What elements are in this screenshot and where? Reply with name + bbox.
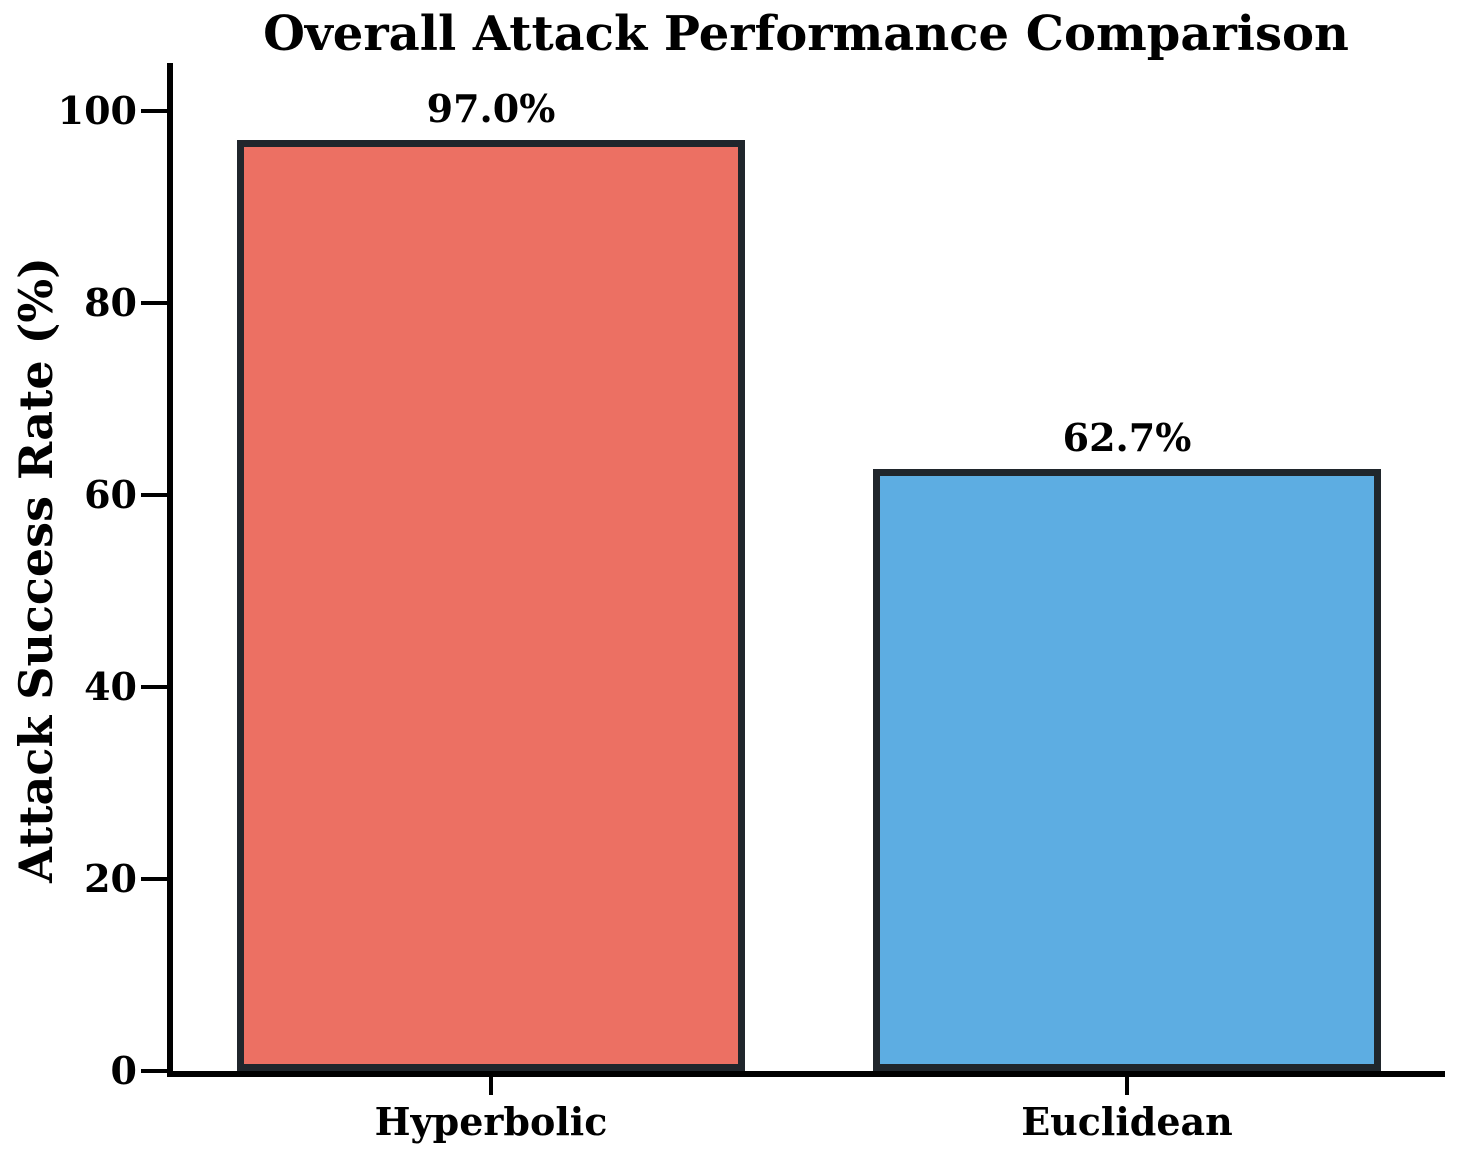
y-tick-mark	[141, 109, 167, 113]
y-tick-label: 100	[57, 88, 137, 133]
y-tick-label: 40	[84, 664, 137, 709]
bar-hyperbolic	[236, 139, 746, 1071]
y-tick-mark	[141, 685, 167, 689]
y-axis-label: Attack Success Rate (%)	[9, 257, 63, 883]
plot-area: 0 20 40 60 80 100 97.0% Hyperbolic 62.7% Euclidea…	[58, 63, 1445, 1143]
x-tick-label: Hyperbolic	[374, 1099, 608, 1144]
x-tick-mark	[1125, 1077, 1129, 1095]
y-tick-label: 80	[84, 280, 137, 325]
y-tick-label: 20	[84, 856, 137, 901]
y-tick-mark	[141, 1069, 167, 1073]
y-tick-label: 0	[110, 1048, 137, 1093]
y-tick-mark	[141, 877, 167, 881]
bar-value-label: 97.0%	[426, 85, 556, 131]
y-tick-label: 60	[84, 472, 137, 517]
y-tick-mark	[141, 301, 167, 305]
x-tick-label: Euclidean	[1021, 1099, 1233, 1144]
x-tick-mark	[489, 1077, 493, 1095]
y-tick-mark	[141, 493, 167, 497]
bar-euclidean	[872, 469, 1382, 1071]
chart-title: Overall Attack Performance Comparison	[263, 6, 1349, 62]
bar-value-label: 62.7%	[1062, 415, 1192, 461]
